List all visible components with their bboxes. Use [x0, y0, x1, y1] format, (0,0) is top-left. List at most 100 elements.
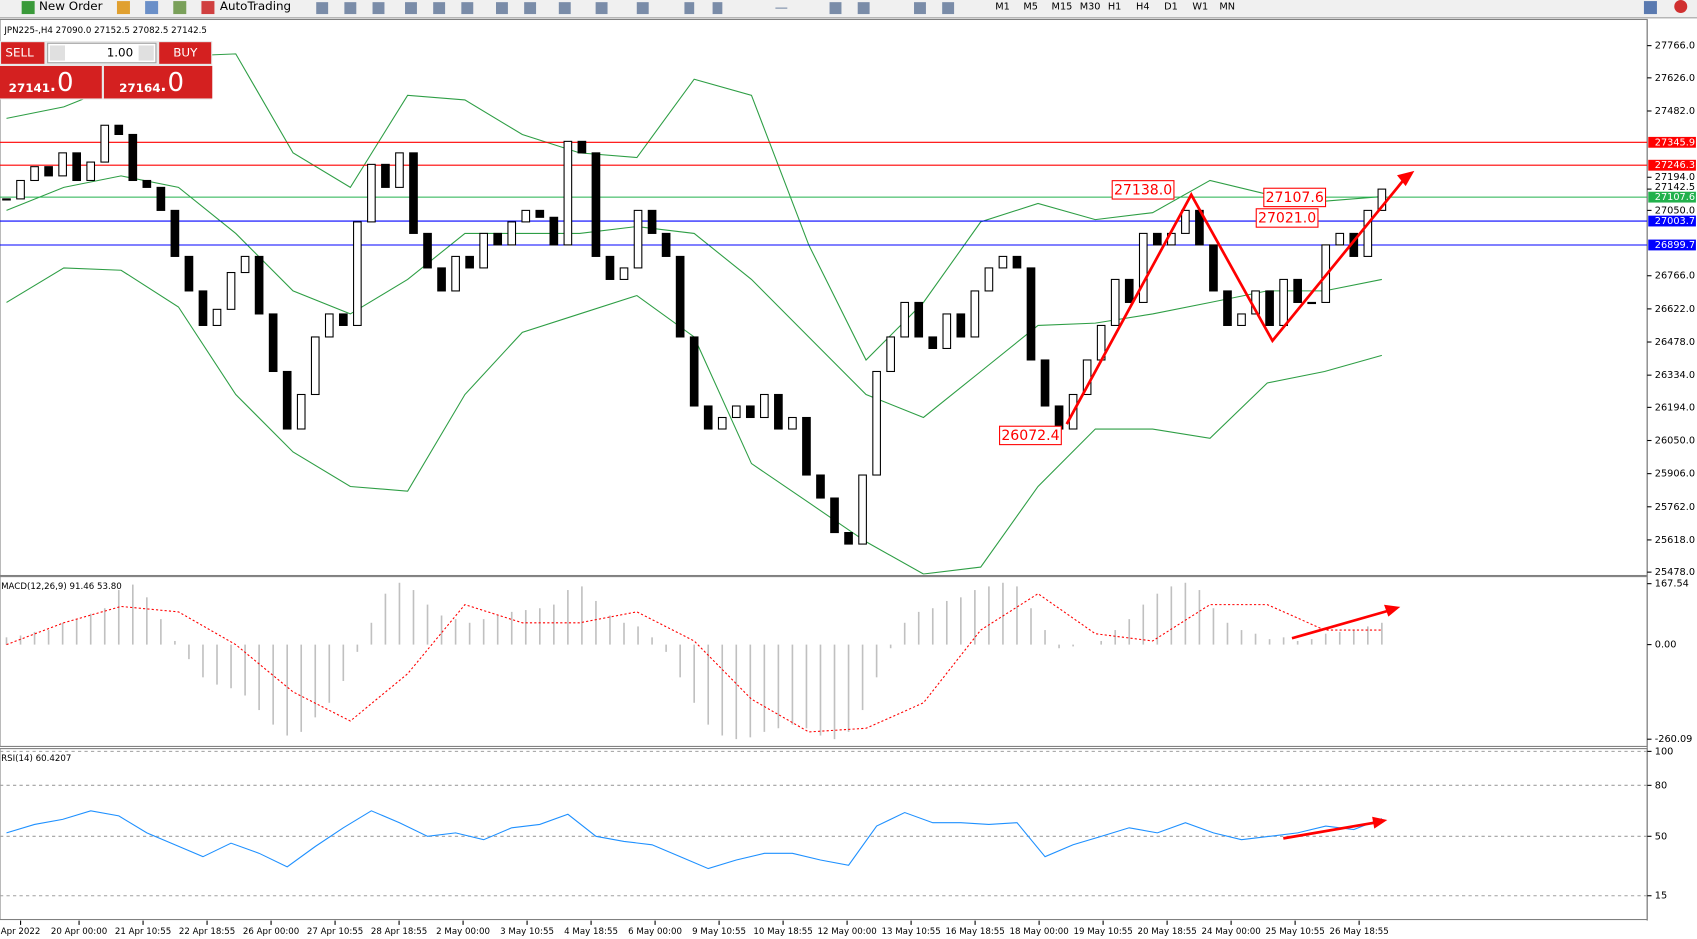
candle: [914, 301, 924, 338]
bollinger-band: [6, 175, 1382, 419]
annotation-box: [999, 425, 1062, 446]
arrow-head: [1384, 604, 1401, 617]
notification-icon[interactable]: [1674, 0, 1688, 13]
toolbar-icon[interactable]: [145, 1, 159, 15]
timeframe-button[interactable]: M15: [1052, 1, 1073, 12]
candle: [170, 209, 180, 257]
y-tick-label: 27050.0: [1655, 205, 1695, 216]
y-tick-label: 50: [1655, 831, 1667, 842]
lot-decrease[interactable]: [49, 45, 65, 61]
y-tick-label: 15: [1655, 891, 1667, 902]
autotrading-icon[interactable]: [201, 1, 215, 15]
candle: [198, 290, 208, 326]
new-order-button[interactable]: New Order: [39, 0, 103, 13]
bid-fraction[interactable]: .0: [49, 68, 74, 98]
toolbar-icon[interactable]: [116, 1, 130, 15]
candle: [549, 216, 559, 246]
candle: [268, 313, 278, 373]
tool-icon[interactable]: [857, 2, 870, 15]
timeframe-button[interactable]: MN: [1219, 1, 1235, 12]
candle: [409, 152, 418, 234]
tool-icon[interactable]: [372, 2, 385, 15]
timeframe-button[interactable]: D1: [1164, 1, 1178, 12]
sell-button[interactable]: [1, 42, 45, 64]
templates[interactable]: [636, 2, 649, 15]
time-label: 16 May 18:55: [945, 927, 1004, 937]
candle: [1265, 290, 1274, 326]
annotation-label: 27107.6: [1266, 190, 1324, 206]
macd-panel: [0, 576, 1648, 747]
candle: [872, 370, 881, 476]
time-axis: Apr 2022 20 Apr 00:00 21 Apr 10:55 22 Apr 1…: [1, 920, 1389, 937]
time-label: 10 May 18:55: [753, 927, 812, 937]
buy-button[interactable]: [159, 42, 212, 64]
candle: [998, 255, 1008, 269]
tool-icon[interactable]: [524, 2, 537, 15]
timeframe-button[interactable]: M1: [995, 1, 1010, 12]
candle: [717, 416, 727, 430]
y-tick-label: 80: [1655, 780, 1667, 791]
candle: [970, 290, 980, 338]
arrow-tool[interactable]: [942, 2, 955, 15]
candle: [984, 267, 994, 292]
tool-icon[interactable]: [316, 2, 329, 15]
candle: [296, 393, 306, 430]
candle: [900, 301, 910, 338]
rsi-chart: 100 80 50 15 RSI(14) 60.4207: [0, 746, 1673, 902]
new-order-icon[interactable]: [21, 1, 35, 15]
search-icon[interactable]: [1643, 1, 1657, 15]
candle: [886, 336, 895, 373]
zoom-out[interactable]: [433, 2, 446, 15]
y-tick-label: 25762.0: [1655, 502, 1695, 513]
indicators[interactable]: [558, 2, 571, 15]
annotation-label: 27138.0: [1114, 182, 1172, 198]
ask-fraction[interactable]: .0: [159, 68, 184, 98]
lot-input[interactable]: [47, 42, 157, 64]
candle: [212, 308, 222, 326]
candle: [1293, 278, 1302, 303]
buy-label[interactable]: BUY: [173, 46, 198, 60]
annotation-box: [1263, 187, 1327, 208]
rsi-arrow: [1283, 820, 1378, 840]
ask-price[interactable]: 27164: [119, 81, 160, 95]
tile[interactable]: [461, 2, 474, 15]
timeframe-button[interactable]: H1: [1108, 1, 1122, 12]
time-label: 13 May 10:55: [881, 927, 940, 937]
cursor[interactable]: [684, 2, 695, 15]
candle: [1040, 359, 1050, 407]
text-tool[interactable]: [914, 2, 926, 15]
timeframe-button[interactable]: M30: [1080, 1, 1101, 12]
autotrading-button[interactable]: AutoTrading: [220, 0, 291, 13]
hline-tool[interactable]: [775, 7, 788, 9]
crosshair[interactable]: [712, 2, 723, 15]
candle: [1138, 232, 1148, 303]
candle: [802, 416, 811, 476]
zoom-in[interactable]: [405, 2, 417, 15]
ask-box[interactable]: [103, 65, 213, 99]
candle: [633, 209, 643, 269]
periods[interactable]: [595, 2, 608, 15]
fibo-tool[interactable]: [829, 2, 842, 15]
candle: [1335, 232, 1345, 246]
timeframe-button[interactable]: W1: [1192, 1, 1208, 12]
time-label: 27 Apr 10:55: [307, 927, 363, 937]
candle: [774, 393, 783, 430]
tool-icon[interactable]: [495, 2, 508, 15]
candle: [156, 186, 166, 211]
toolbar-icon[interactable]: [173, 1, 187, 15]
timeframe-button[interactable]: H4: [1136, 1, 1150, 12]
sell-label[interactable]: SELL: [5, 46, 34, 60]
candle: [591, 152, 601, 257]
lot-value[interactable]: 1.00: [107, 46, 133, 60]
lot-increase[interactable]: [138, 45, 154, 61]
bid-box[interactable]: [0, 65, 102, 99]
candle: [353, 221, 362, 326]
time-label: 18 May 00:00: [1009, 927, 1068, 937]
candle: [16, 179, 25, 200]
bid-price[interactable]: 27141: [9, 81, 50, 95]
annotation-label: 26072.4: [1001, 428, 1059, 444]
time-label: 19 May 10:55: [1073, 927, 1132, 937]
tool-icon[interactable]: [344, 2, 357, 15]
candle: [1237, 313, 1246, 326]
timeframe-button[interactable]: M5: [1023, 1, 1038, 12]
